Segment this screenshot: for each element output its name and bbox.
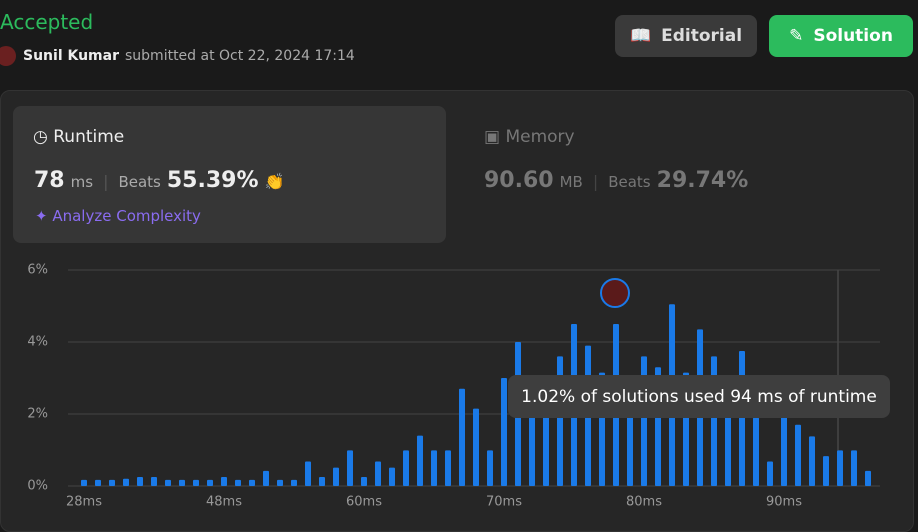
- bar: [543, 399, 549, 486]
- bar: [347, 450, 353, 486]
- edit-icon: ✎: [789, 26, 804, 46]
- bar: [305, 461, 311, 486]
- y-tick-label: 2%: [27, 407, 48, 422]
- editorial-label: Editorial: [661, 26, 743, 46]
- bar: [459, 388, 465, 486]
- bar: [739, 351, 745, 486]
- bar: [207, 479, 213, 486]
- bar: [277, 479, 283, 486]
- bar: [291, 479, 297, 486]
- bar: [123, 478, 129, 486]
- submit-line: Sunil Kumar submitted at Oct 22, 2024 17…: [23, 48, 355, 64]
- runtime-unit: ms: [70, 173, 94, 191]
- runtime-row: 78 ms | Beats 55.39% 👏: [34, 168, 285, 193]
- y-tick-label: 4%: [27, 335, 48, 350]
- x-tick-label: 80ms: [626, 495, 662, 510]
- runtime-title: Runtime: [53, 127, 125, 147]
- user[interactable]: Sunil Kumar: [23, 48, 119, 64]
- clap-icon: 👏: [264, 172, 285, 191]
- runtime-beats-label: Beats: [118, 173, 161, 191]
- bar: [81, 479, 87, 486]
- user-marker[interactable]: [600, 278, 630, 308]
- bar: [851, 450, 857, 486]
- bar: [781, 412, 787, 486]
- bar: [417, 435, 423, 486]
- bar: [137, 477, 143, 486]
- bar: [333, 467, 339, 486]
- analyze-link[interactable]: ✦ Analyze Complexity: [35, 207, 201, 225]
- bar: [165, 479, 171, 486]
- bar: [753, 417, 759, 486]
- submitted: submitted at Oct 22, 2024 17:14: [125, 48, 355, 64]
- page: Accepted Sunil Kumar submitted at Oct 22…: [0, 10, 914, 532]
- x-tick-label: 60ms: [346, 495, 382, 510]
- memory-title: Memory: [505, 127, 575, 147]
- bar: [431, 450, 437, 486]
- bar: [109, 479, 115, 486]
- bar: [221, 477, 227, 486]
- bar: [361, 477, 367, 486]
- memory-beats-label: Beats: [608, 173, 651, 191]
- y-tick-label: 0%: [27, 479, 48, 494]
- bar: [249, 479, 255, 486]
- bar: [193, 479, 199, 486]
- bar: [389, 467, 395, 486]
- status: Accepted: [0, 10, 94, 34]
- avatar: [0, 46, 16, 66]
- x-tick-label: 90ms: [766, 495, 802, 510]
- solution-button[interactable]: ✎ Solution: [769, 15, 913, 57]
- bar: [151, 477, 157, 486]
- book-icon: 📖: [629, 26, 652, 46]
- runtime-card[interactable]: ◷ Runtime 78 ms | Beats 55.39% 👏 ✦ Analy…: [13, 106, 446, 243]
- x-tick-label: 70ms: [486, 495, 522, 510]
- memory-beats: 29.74%: [656, 168, 749, 193]
- runtime-beats: 55.39%: [166, 168, 259, 193]
- memory-label[interactable]: ▣ Memory: [484, 127, 575, 147]
- bar: [235, 479, 241, 486]
- bar: [487, 450, 493, 486]
- y-tick-label: 6%: [27, 263, 48, 278]
- x-tick-label: 28ms: [66, 495, 102, 510]
- memory-row: 90.60 MB | Beats 29.74%: [484, 168, 749, 193]
- solution-label: Solution: [813, 26, 893, 46]
- bar: [179, 479, 185, 486]
- editorial-button[interactable]: 📖 Editorial: [615, 15, 757, 57]
- bar: [473, 408, 479, 486]
- memory-unit: MB: [559, 173, 583, 191]
- bar: [725, 396, 731, 486]
- bar: [501, 378, 507, 486]
- bar: [95, 479, 101, 486]
- bar: [795, 424, 801, 486]
- bar: [837, 450, 843, 486]
- tooltip-text: 1.02% of solutions used 94 ms of runtime: [521, 387, 877, 407]
- bar: [823, 456, 829, 486]
- tooltip-box: [508, 375, 890, 418]
- bar: [865, 470, 871, 486]
- x-tick-label: 48ms: [206, 495, 242, 510]
- bar: [809, 436, 815, 486]
- runtime-label: ◷ Runtime: [33, 127, 125, 147]
- bar: [403, 450, 409, 486]
- bar: [529, 396, 535, 486]
- analyze-label: Analyze Complexity: [52, 207, 201, 225]
- bar: [445, 450, 451, 486]
- chart: 0% 2% 4% 6% 28ms 48ms 60ms 70ms 80ms 90ms 1.02% o…: [27, 263, 890, 510]
- memory-value: 90.60: [484, 168, 554, 193]
- bar: [319, 477, 325, 486]
- runtime-value: 78: [34, 168, 65, 193]
- bar: [375, 461, 381, 486]
- bar: [767, 461, 773, 486]
- bar: [263, 470, 269, 486]
